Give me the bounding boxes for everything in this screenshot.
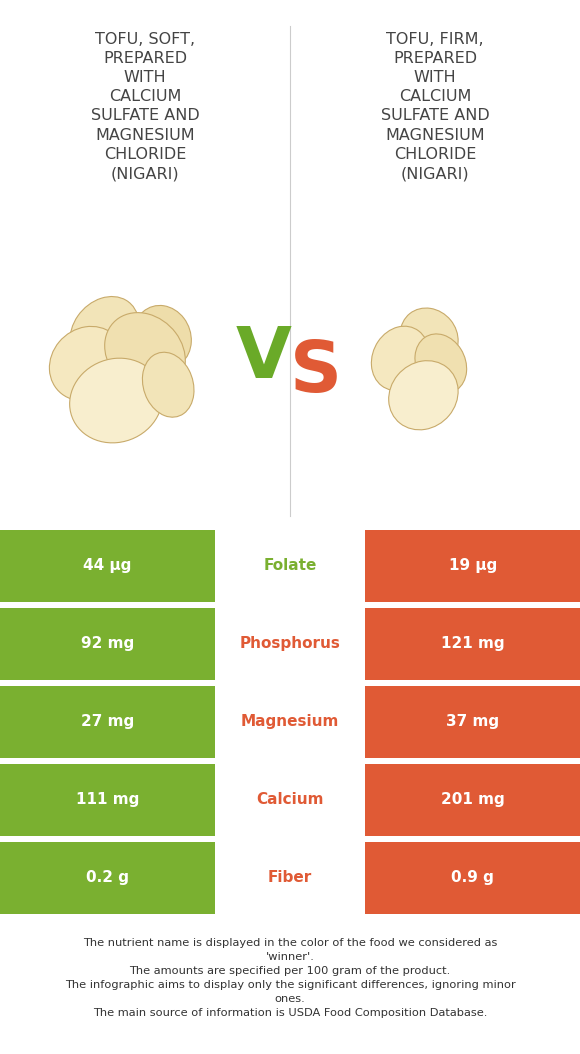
FancyBboxPatch shape bbox=[365, 530, 580, 602]
Text: 0.2 g: 0.2 g bbox=[86, 871, 129, 885]
Text: 0.9 g: 0.9 g bbox=[451, 871, 494, 885]
FancyBboxPatch shape bbox=[0, 842, 215, 914]
Text: Folate: Folate bbox=[263, 559, 317, 573]
Text: 27 mg: 27 mg bbox=[81, 715, 134, 729]
Text: TOFU, FIRM,
PREPARED
WITH
CALCIUM
SULFATE AND
MAGNESIUM
CHLORIDE
(NIGARI): TOFU, FIRM, PREPARED WITH CALCIUM SULFAT… bbox=[380, 32, 490, 181]
Ellipse shape bbox=[371, 326, 429, 391]
FancyBboxPatch shape bbox=[0, 764, 215, 836]
Ellipse shape bbox=[143, 352, 194, 417]
Text: Phosphorus: Phosphorus bbox=[240, 637, 340, 651]
FancyBboxPatch shape bbox=[365, 842, 580, 914]
Text: V: V bbox=[236, 324, 292, 393]
Text: TOFU, SOFT,
PREPARED
WITH
CALCIUM
SULFATE AND
MAGNESIUM
CHLORIDE
(NIGARI): TOFU, SOFT, PREPARED WITH CALCIUM SULFAT… bbox=[90, 32, 200, 181]
Ellipse shape bbox=[49, 327, 125, 401]
Ellipse shape bbox=[104, 313, 186, 393]
Text: 44 μg: 44 μg bbox=[83, 559, 132, 573]
Ellipse shape bbox=[400, 308, 458, 367]
Text: 111 mg: 111 mg bbox=[75, 793, 139, 807]
Text: 92 mg: 92 mg bbox=[81, 637, 134, 651]
Ellipse shape bbox=[133, 306, 191, 369]
FancyBboxPatch shape bbox=[0, 686, 215, 758]
Text: 37 mg: 37 mg bbox=[446, 715, 499, 729]
Text: 121 mg: 121 mg bbox=[441, 637, 505, 651]
Text: The nutrient name is displayed in the color of the food we considered as
'winner: The nutrient name is displayed in the co… bbox=[64, 938, 516, 1018]
FancyBboxPatch shape bbox=[365, 686, 580, 758]
FancyBboxPatch shape bbox=[365, 764, 580, 836]
Text: 201 mg: 201 mg bbox=[441, 793, 505, 807]
Ellipse shape bbox=[70, 358, 162, 443]
Text: Magnesium: Magnesium bbox=[241, 715, 339, 729]
FancyBboxPatch shape bbox=[0, 608, 215, 680]
Ellipse shape bbox=[389, 360, 458, 430]
Ellipse shape bbox=[70, 296, 139, 368]
Text: 19 μg: 19 μg bbox=[448, 559, 497, 573]
Text: Fiber: Fiber bbox=[268, 871, 312, 885]
Ellipse shape bbox=[415, 334, 467, 393]
FancyBboxPatch shape bbox=[365, 608, 580, 680]
FancyBboxPatch shape bbox=[0, 530, 215, 602]
Text: Calcium: Calcium bbox=[256, 793, 324, 807]
Text: S: S bbox=[290, 337, 342, 407]
